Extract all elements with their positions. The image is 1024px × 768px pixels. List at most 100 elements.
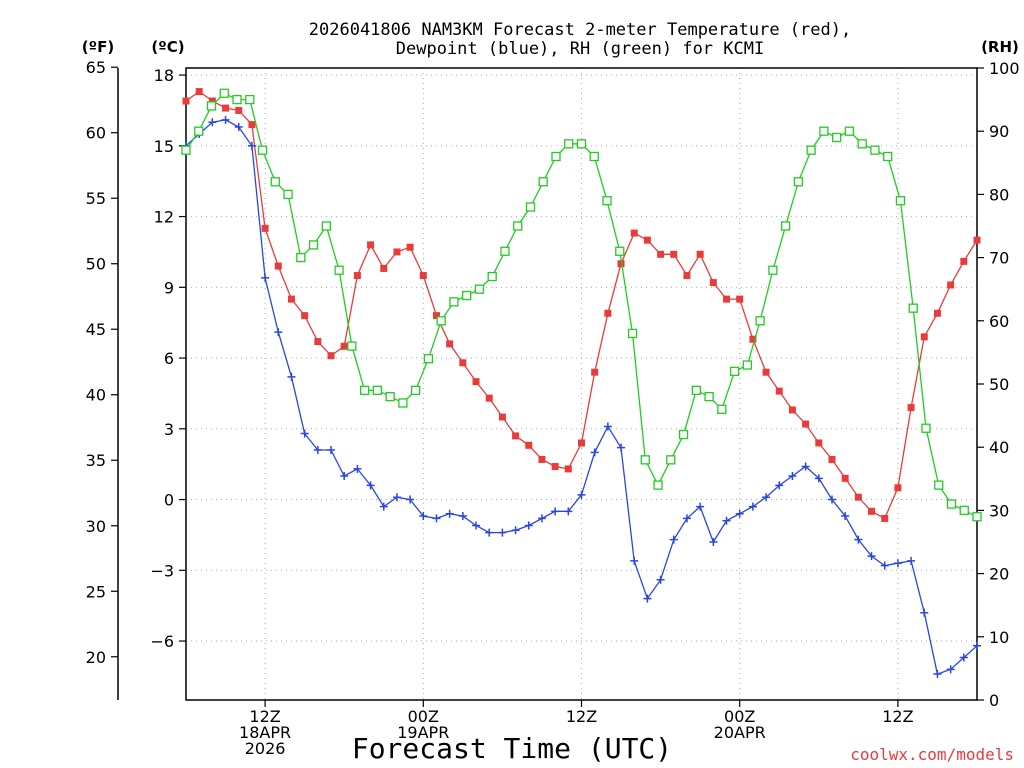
dewpoint-point xyxy=(907,556,916,565)
rh-point xyxy=(742,360,753,370)
x-tick-label: 00Z xyxy=(724,707,755,726)
dewpoint-point xyxy=(801,462,810,471)
dewpoint-point xyxy=(643,594,652,603)
temperature-point xyxy=(380,264,388,272)
dewpoint-point xyxy=(827,495,836,504)
dewpoint-point xyxy=(208,118,217,127)
dewpoint-point xyxy=(748,502,757,511)
temperature-point xyxy=(591,368,599,376)
fahrenheit-tick-label: 65 xyxy=(86,58,106,77)
credit-label: coolwx.com/models xyxy=(850,745,1014,764)
rh-tick-label: 40 xyxy=(989,438,1009,457)
dewpoint-point xyxy=(577,490,586,499)
dewpoint-point xyxy=(524,521,533,530)
rh-point xyxy=(627,328,638,339)
rh-tick-label: 30 xyxy=(989,501,1009,520)
series-layer xyxy=(181,88,982,679)
rh-point xyxy=(908,303,918,313)
rh-point xyxy=(385,391,395,402)
celsius-tick-label: 18 xyxy=(154,66,174,85)
rh-tick-label: 10 xyxy=(989,628,1009,647)
dewpoint-point xyxy=(775,481,784,490)
rh-point xyxy=(857,139,867,149)
rh-point xyxy=(717,404,727,414)
fahrenheit-tick-label: 45 xyxy=(86,320,106,339)
rh-point xyxy=(410,385,421,395)
temperature-point xyxy=(841,474,849,482)
x-tick-label: 12Z xyxy=(882,707,913,726)
dewpoint-point xyxy=(617,443,626,452)
axes-layer: −6 −3 0 3 6 9 12 15 18 20 25 30 35 40 45 50 55 60 65 0 10 20 3… xyxy=(86,58,1020,758)
rh-tick-label: 90 xyxy=(989,122,1009,141)
grid-layer xyxy=(186,68,977,700)
temperature-point xyxy=(736,295,744,303)
rh-point xyxy=(729,366,740,377)
temperature-point xyxy=(248,121,256,129)
rh-unit-label: (RH) xyxy=(981,38,1019,56)
rh-point xyxy=(347,341,357,351)
rh-tick-label: 100 xyxy=(989,59,1020,78)
temperature-point xyxy=(182,97,190,105)
dewpoint-point xyxy=(458,512,467,521)
rh-point xyxy=(883,151,893,162)
chart-title-line2: Dewpoint (blue), RH (green) for KCMI xyxy=(396,39,764,59)
fahrenheit-tick-label: 25 xyxy=(86,582,106,601)
dewpoint-point xyxy=(392,493,401,502)
temperature-point xyxy=(788,406,796,414)
dewpoint-point xyxy=(353,464,362,473)
rh-point xyxy=(780,221,791,231)
temperature-point xyxy=(749,335,757,343)
rh-point xyxy=(334,265,344,275)
temperature-line xyxy=(185,90,978,520)
temperature-point xyxy=(340,342,348,350)
rh-point xyxy=(359,385,370,395)
temperature-point xyxy=(314,338,322,346)
rh-point xyxy=(436,316,446,326)
temperature-point xyxy=(868,507,876,515)
rh-point xyxy=(972,512,982,522)
temperature-point xyxy=(762,368,770,376)
temperature-point xyxy=(472,378,480,386)
rh-point xyxy=(308,240,319,250)
temperature-point xyxy=(353,272,361,280)
rh-point xyxy=(704,391,714,402)
rh-point xyxy=(640,455,650,465)
rh-point xyxy=(538,177,548,187)
rh-point xyxy=(500,246,510,256)
rh-tick-label: 50 xyxy=(989,375,1009,394)
rh-point xyxy=(181,145,191,155)
temperature-point xyxy=(498,413,506,421)
celsius-tick-label: 9 xyxy=(164,278,174,297)
rh-point xyxy=(755,316,765,326)
dewpoint-point xyxy=(274,328,283,337)
temperature-point xyxy=(525,441,533,449)
x-tick-label: 18APR xyxy=(239,723,291,742)
dewpoint-point xyxy=(920,608,929,617)
rh-point xyxy=(283,189,293,200)
rh-point xyxy=(870,145,880,155)
rh-point xyxy=(806,145,816,155)
temperature-point xyxy=(643,236,651,244)
dewpoint-point xyxy=(234,122,243,131)
rh-point xyxy=(832,132,842,143)
dewpoint-point xyxy=(379,502,388,511)
dewpoint-point xyxy=(762,493,771,502)
temperature-point xyxy=(947,281,955,289)
rh-point xyxy=(257,145,268,155)
temperature-point xyxy=(775,387,783,395)
fahrenheit-tick-label: 20 xyxy=(86,648,106,667)
rh-tick-label: 80 xyxy=(989,185,1009,204)
rh-point xyxy=(372,385,383,395)
rh-point xyxy=(321,221,331,231)
dewpoint-point xyxy=(300,429,309,438)
rh-point xyxy=(793,177,804,187)
rh-point xyxy=(691,385,701,395)
rh-tick-label: 20 xyxy=(989,565,1009,584)
fahrenheit-tick-label: 50 xyxy=(86,255,106,274)
temperature-point xyxy=(657,250,665,258)
temperature-point xyxy=(815,439,823,447)
celsius-tick-label: −6 xyxy=(150,632,174,651)
temperature-point xyxy=(907,404,915,412)
dewpoint-point xyxy=(696,502,705,511)
